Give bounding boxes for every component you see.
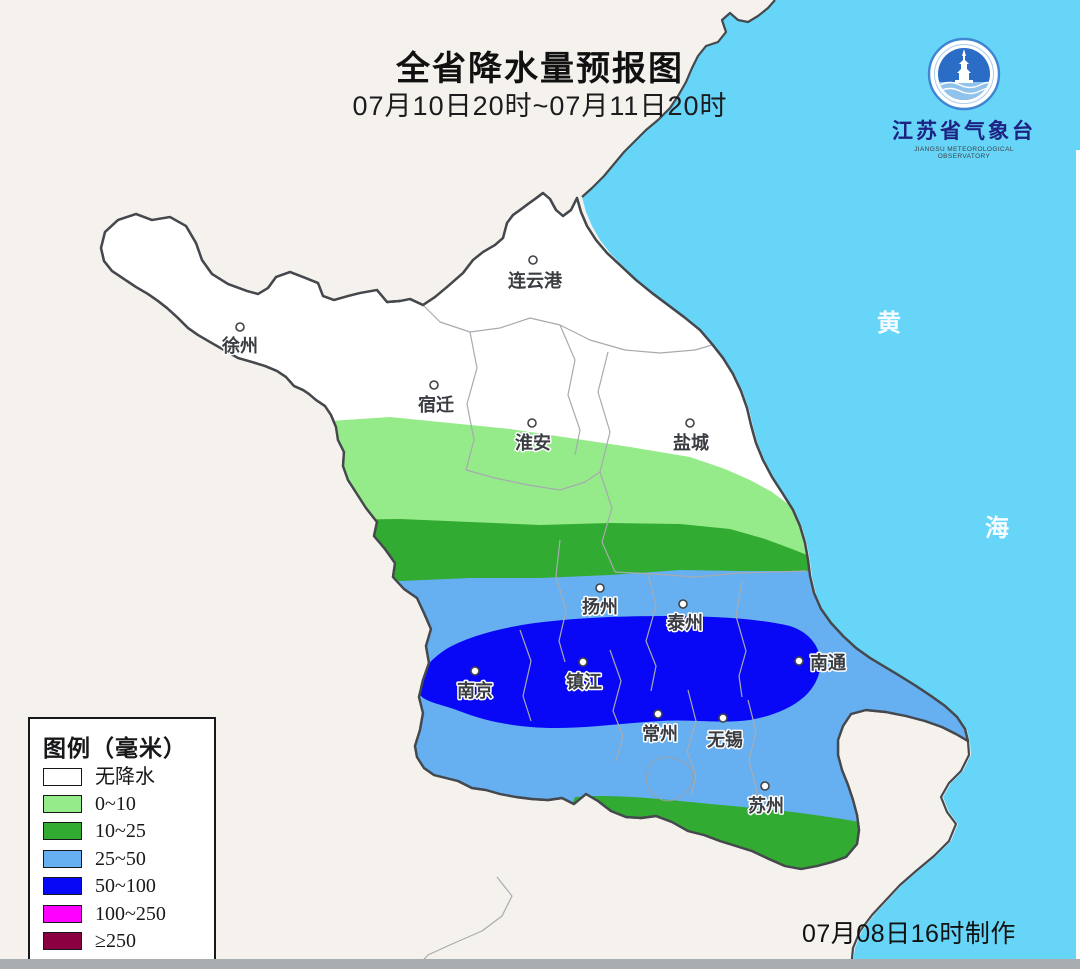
sea-char-huang: 黄 (877, 310, 901, 337)
legend-label: 25~50 (95, 847, 146, 870)
agency-name-cn: 江苏省气象台 (892, 119, 1036, 143)
city-label: 盐城 (673, 432, 709, 453)
legend-label: 无降水 (95, 765, 155, 788)
outside-province-boundary (414, 876, 513, 969)
legend-swatch (43, 932, 82, 951)
province-border (99, 191, 970, 871)
legend-row-50-100: 50~100 (43, 873, 201, 900)
city-nanjing: 南京 (456, 666, 495, 703)
city-label: 苏州 (748, 795, 784, 816)
legend-row-none: 无降水 (43, 763, 201, 790)
city-marker (678, 599, 688, 609)
city-xuzhou: 徐州 (220, 322, 260, 358)
city-label: 常州 (642, 723, 678, 744)
city-suzhou: 苏州 (747, 781, 786, 818)
city-marker (718, 713, 728, 723)
city-marker (528, 255, 538, 265)
city-label: 徐州 (221, 335, 258, 356)
legend-swatch (43, 904, 82, 923)
legend-label: 100~250 (95, 902, 166, 925)
legend-swatch (43, 795, 82, 814)
city-label: 南通 (810, 652, 846, 673)
city-lianyungang: 连云港 (507, 255, 564, 293)
taihu-lake-outline (645, 756, 694, 802)
legend-row-10-25: 10~25 (43, 818, 201, 845)
city-wuxi: 无锡 (706, 713, 745, 752)
legend-swatch (43, 849, 82, 868)
legend-label: 10~25 (95, 820, 146, 843)
city-yangzhou: 扬州 (581, 583, 620, 619)
sea-name-label: 黄 海 (877, 310, 1009, 542)
estuary-coastline (849, 740, 971, 969)
prefecture-boundaries (422, 304, 807, 817)
legend-row-0-10: 0~10 (43, 790, 201, 817)
right-edge-strip (1076, 150, 1080, 959)
city-marker (235, 322, 245, 332)
legend-row-25-50: 25~50 (43, 845, 201, 872)
city-marker (794, 656, 804, 666)
city-marker (429, 380, 439, 390)
legend: 图例（毫米） 无降水 0~10 10~25 25~50 50~100 100~2… (28, 717, 216, 969)
city-marker (685, 418, 695, 428)
agency-logo: 江苏省气象台 JIANGSU METEOROLOGICAL OBSERVATOR… (888, 36, 1040, 160)
city-taizhou: 泰州 (665, 599, 705, 635)
city-marker (470, 666, 480, 676)
legend-label: 0~10 (95, 793, 136, 816)
city-marker (595, 583, 605, 593)
legend-title: 图例（毫米） (43, 736, 187, 761)
legend-row-250: ≥250 (43, 927, 201, 954)
city-marker (653, 709, 663, 719)
city-zhenjiang: 镇江 (565, 657, 604, 694)
forecast-period: 07月10日20时~07月11日20时 (352, 91, 728, 121)
yellow-sea-area (582, 0, 1080, 969)
city-marker (760, 781, 770, 791)
city-suqian: 宿迁 (417, 380, 456, 417)
city-huaian: 淮安 (514, 418, 553, 455)
city-label: 镇江 (566, 671, 602, 692)
creation-time: 07月08日16时制作 (802, 920, 1016, 948)
legend-swatch (43, 767, 82, 786)
city-yancheng: 盐城 (672, 418, 711, 455)
legend-swatch (43, 822, 82, 841)
legend-row-100-250: 100~250 (43, 900, 201, 927)
legend-label: ≥250 (95, 930, 136, 953)
city-marker (527, 418, 537, 428)
city-label: 宿迁 (418, 394, 454, 415)
sea-char-hai: 海 (985, 514, 1009, 542)
city-nantong: 南通 (794, 651, 848, 675)
city-label: 泰州 (666, 612, 703, 633)
legend-label: 50~100 (95, 875, 156, 898)
bottom-edge-bar (0, 959, 1080, 969)
page-title: 全省降水量预报图 (396, 50, 684, 88)
city-label: 连云港 (508, 270, 563, 291)
city-label: 无锡 (707, 729, 743, 750)
agency-name-en: JIANGSU METEOROLOGICAL OBSERVATORY (914, 146, 1014, 160)
meteorological-emblem-icon (927, 37, 1001, 111)
legend-swatch (43, 877, 82, 896)
city-label: 扬州 (582, 596, 618, 617)
city-label: 淮安 (515, 432, 551, 453)
city-label: 南京 (457, 680, 493, 701)
band-rain-50-100 (417, 616, 821, 728)
city-marker (578, 657, 588, 667)
city-changzhou: 常州 (641, 709, 680, 746)
coastline (581, 0, 776, 198)
